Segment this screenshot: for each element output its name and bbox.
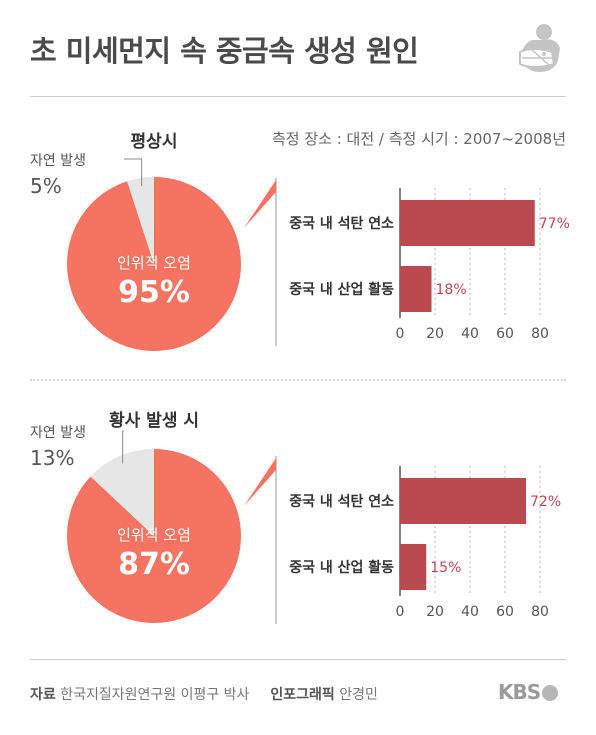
x-tick-0-2: 40 <box>461 326 479 342</box>
x-tick-0-3: 60 <box>496 326 514 342</box>
pie-value-natural-0: 5% <box>30 174 62 198</box>
bar-value-0-1: 18% <box>436 282 467 298</box>
graphic-label: 인포그래픽 <box>270 687 335 703</box>
bar-category-0-1: 중국 내 산업 활동 <box>289 281 394 298</box>
bar-category-1-0: 중국 내 석탄 연소 <box>289 493 394 510</box>
pie-value-man-made-0: 95% <box>118 275 190 310</box>
pie-slice-natural-0 <box>127 177 154 264</box>
page-title: 초 미세먼지 속 중금속 생성 원인 <box>30 34 419 68</box>
pie-value-man-made-1: 87% <box>118 547 190 582</box>
x-tick-1-4: 80 <box>531 604 549 620</box>
kbs-logo: KBS <box>498 680 559 704</box>
x-tick-0-4: 80 <box>531 326 549 342</box>
mask-icon <box>519 24 560 72</box>
source-value: 한국지질자원연구원 이평구 박사 <box>60 687 250 703</box>
pie-slice-man-made-0 <box>67 177 242 351</box>
title-divider <box>30 96 566 97</box>
footer-credits: 자료 한국지질자원연구원 이평구 박사 인포그래픽 안경민 <box>30 684 378 704</box>
bar-value-0-0: 77% <box>539 216 570 232</box>
section-divider <box>30 379 566 381</box>
bar-1-0 <box>400 478 526 524</box>
x-tick-1-0: 0 <box>396 604 405 620</box>
pie-slice-man-made-1 <box>66 449 241 624</box>
pie-label-man-made-0: 인위적 오염 <box>117 254 191 272</box>
pie-leader-line-0 <box>124 158 143 186</box>
pie-label-natural-0: 자연 발생 <box>30 153 86 169</box>
pie-slice-natural-1 <box>90 449 154 536</box>
x-tick-1-1: 20 <box>426 604 444 620</box>
callout-wedge-1 <box>244 458 276 506</box>
bar-value-1-1: 15% <box>430 560 461 576</box>
pie-value-natural-1: 13% <box>30 446 74 470</box>
section-title-normal: 평상시 <box>130 132 178 152</box>
bar-1-1 <box>400 544 427 590</box>
footer-divider <box>30 659 566 660</box>
pie-leader-line-1 <box>122 430 124 464</box>
x-tick-0-0: 0 <box>396 326 405 342</box>
section-title-yellow-dust: 황사 발생 시 <box>108 411 200 431</box>
pie-label-man-made-1: 인위적 오염 <box>117 526 191 544</box>
bar-0-0 <box>400 200 535 246</box>
pie-label-natural-1: 자연 발생 <box>30 425 86 441</box>
graphic-value: 안경민 <box>339 687 378 703</box>
x-tick-1-2: 40 <box>461 604 479 620</box>
bar-0-1 <box>400 266 432 312</box>
bar-category-0-0: 중국 내 석탄 연소 <box>289 215 394 232</box>
x-tick-0-1: 20 <box>426 326 444 342</box>
measurement-info: 측정 장소 : 대전 / 측정 시기 : 2007~2008년 <box>271 130 566 148</box>
callout-wedge-0 <box>244 180 276 228</box>
bar-category-1-1: 중국 내 산업 활동 <box>289 559 394 576</box>
bar-value-1-0: 72% <box>530 494 561 510</box>
x-tick-1-3: 60 <box>496 604 514 620</box>
source-label: 자료 <box>30 687 56 703</box>
